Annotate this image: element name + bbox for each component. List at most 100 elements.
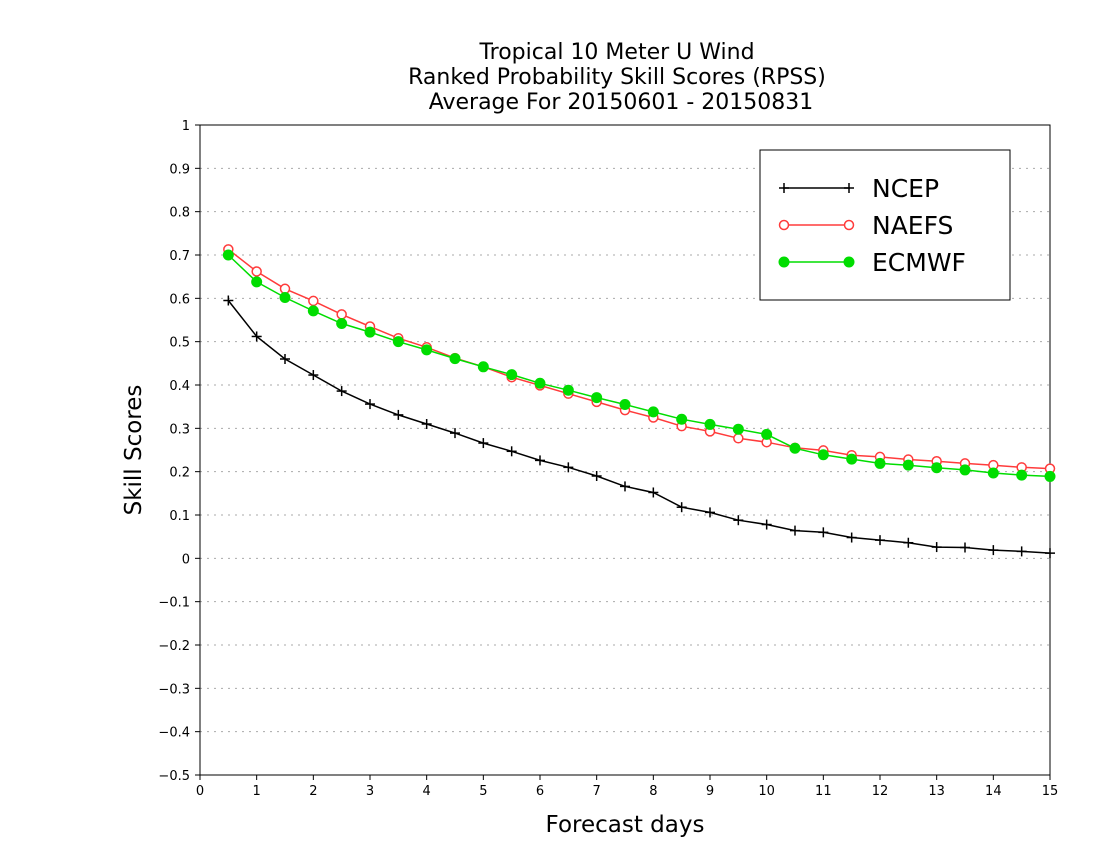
y-tick-label: 0.1 — [169, 509, 190, 524]
data-point-ncep — [818, 527, 829, 538]
data-point-ecmwf — [647, 406, 659, 418]
data-point-ncep — [591, 471, 602, 481]
data-point-ncep — [761, 519, 772, 530]
y-tick-label: 0.3 — [169, 422, 190, 437]
y-tick-label: −0.4 — [158, 726, 190, 741]
legend-marker-ncep — [844, 183, 854, 193]
data-point-ecmwf — [336, 317, 348, 329]
legend-marker-ncep — [779, 183, 789, 193]
y-tick-label: −0.3 — [158, 682, 190, 697]
data-point-ecmwf — [1016, 469, 1028, 481]
data-point-ncep — [648, 487, 659, 498]
data-point-ecmwf — [449, 353, 461, 365]
y-axis-label: Skill Scores — [121, 385, 147, 516]
data-point-ecmwf — [562, 384, 574, 396]
y-tick-label: 0 — [182, 552, 190, 567]
legend-item-naefs: NAEFS — [778, 211, 953, 240]
data-point-ncep — [393, 409, 404, 420]
x-tick-label: 5 — [479, 784, 487, 799]
x-tick-label: 4 — [423, 784, 431, 799]
x-tick-label: 2 — [309, 784, 317, 799]
data-point-naefs — [279, 283, 291, 295]
data-point-naefs — [308, 295, 319, 307]
data-point-ncep — [676, 502, 687, 513]
x-tick-label: 7 — [593, 784, 601, 799]
data-point-ncep — [223, 295, 234, 306]
data-point-ecmwf — [477, 361, 489, 373]
y-tick-label: 0.6 — [169, 292, 190, 307]
series-ecmwf — [222, 249, 1056, 482]
data-point-ncep — [1016, 546, 1027, 557]
data-point-ncep — [365, 399, 375, 410]
y-tick-label: −0.2 — [158, 639, 190, 654]
y-tick-label: 0.9 — [169, 162, 190, 177]
data-point-ncep — [960, 542, 970, 553]
x-tick-label: 10 — [758, 784, 775, 799]
legend-item-ncep: NCEP — [779, 174, 939, 203]
x-tick-label: 8 — [649, 784, 657, 799]
data-point-ecmwf — [817, 449, 829, 461]
data-point-ecmwf — [307, 305, 319, 317]
x-tick-label: 0 — [196, 784, 204, 799]
data-point-ecmwf — [761, 428, 773, 440]
plot-frame — [199, 124, 1051, 776]
y-tick-label: 0.2 — [169, 466, 190, 481]
legend-label-naefs: NAEFS — [872, 211, 953, 240]
legend-marker-ecmwf — [843, 256, 855, 268]
data-point-ncep — [535, 455, 545, 466]
chart-title-line-2: Ranked Probability Skill Scores (RPSS) — [408, 65, 826, 90]
x-tick-label: 12 — [872, 784, 889, 799]
data-point-ecmwf — [279, 291, 291, 303]
data-point-ecmwf — [534, 377, 546, 389]
data-point-ecmwf — [959, 464, 971, 476]
series-layer — [222, 244, 1056, 559]
y-tick-label: 0.4 — [169, 379, 190, 394]
legend-marker-naefs — [843, 219, 855, 231]
data-point-ncep — [705, 507, 715, 518]
x-tick-label: 9 — [706, 784, 714, 799]
data-point-ecmwf — [591, 392, 603, 404]
legend-label-ecmwf: ECMWF — [872, 248, 966, 277]
data-point-ecmwf — [846, 453, 858, 465]
chart-title: Tropical 10 Meter U Wind Ranked Probabil… — [408, 40, 826, 115]
data-point-ncep — [875, 535, 885, 546]
data-point-ecmwf — [222, 249, 234, 261]
series-ncep — [223, 295, 1055, 559]
data-point-ecmwf — [902, 459, 914, 471]
x-tick-label: 3 — [366, 784, 374, 799]
data-point-ecmwf — [506, 369, 518, 381]
y-tick-label: −0.5 — [158, 769, 190, 784]
x-axis-label: Forecast days — [546, 812, 705, 838]
data-point-ncep — [563, 462, 574, 473]
data-point-ncep — [450, 428, 460, 439]
x-tick-label: 14 — [985, 784, 1002, 799]
data-point-ecmwf — [704, 418, 716, 430]
data-point-ncep — [308, 370, 319, 381]
y-tick-label: 0.7 — [169, 249, 190, 264]
data-point-ecmwf — [732, 423, 744, 435]
data-point-ecmwf — [251, 276, 263, 288]
data-point-ncep — [478, 438, 489, 449]
data-point-ncep — [1045, 548, 1055, 559]
legend-label-ncep: NCEP — [872, 174, 939, 203]
data-point-naefs — [733, 433, 744, 444]
x-tick-label: 1 — [253, 784, 261, 799]
chart-title-line-3: Average For 20150601 - 20150831 — [429, 90, 814, 115]
x-axis: 0 1 2 3 4 5 6 7 8 9 10 11 12 13 14 15 — [196, 775, 1058, 799]
legend-marker-ecmwf — [778, 256, 790, 268]
data-point-ncep — [421, 419, 432, 429]
y-axis: 1 0.9 0.8 0.7 0.6 0.5 0.4 0.3 0.2 0.1 0 −0.1 −0.2 −0.… — [158, 119, 200, 784]
data-point-ncep — [280, 354, 290, 364]
chart-title-line-1: Tropical 10 Meter U Wind — [478, 40, 754, 65]
y-tick-label: 0.5 — [169, 336, 190, 351]
data-point-ncep — [988, 545, 999, 556]
series-line-ncep — [227, 300, 1051, 554]
legend: NCEP NAEFS ECMWF — [759, 149, 1011, 301]
legend-item-ecmwf: ECMWF — [778, 248, 966, 277]
x-tick-label: 6 — [536, 784, 544, 799]
data-point-ncep — [790, 525, 800, 536]
x-tick-label: 15 — [1042, 784, 1059, 799]
data-point-ncep — [251, 331, 262, 342]
data-point-ecmwf — [392, 336, 404, 348]
